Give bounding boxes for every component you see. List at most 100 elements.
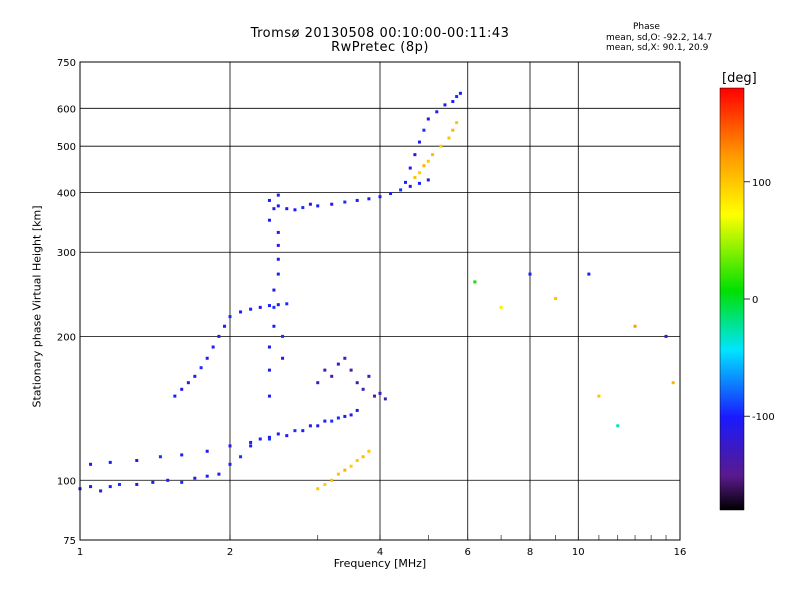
data-point: [367, 374, 371, 378]
data-point: [276, 257, 280, 261]
data-point: [285, 434, 289, 438]
data-point: [426, 159, 430, 163]
data-point: [349, 368, 353, 372]
data-point: [258, 437, 262, 441]
y-axis-label: Stationary phase Virtual Height [km]: [30, 205, 44, 408]
data-point: [343, 468, 347, 472]
data-point: [597, 394, 601, 398]
data-point: [330, 478, 334, 482]
x-tick-label: 16: [674, 547, 687, 558]
data-point: [417, 140, 421, 144]
data-point: [422, 164, 426, 168]
data-point: [403, 180, 407, 184]
data-point: [267, 198, 271, 202]
data-point: [417, 181, 421, 185]
data-point: [323, 368, 327, 372]
data-point: [249, 440, 253, 444]
data-point: [458, 91, 462, 95]
data-point: [228, 462, 232, 466]
phase-x-mode: mean, sd,X: 90.1, 20.9: [606, 43, 709, 53]
data-point: [267, 304, 271, 308]
y-tick-label: 600: [57, 104, 76, 115]
x-tick-label: 1: [77, 547, 83, 558]
chart-title: Tromsø 20130508 00:10:00-00:11:43: [250, 26, 510, 41]
data-point: [193, 374, 197, 378]
data-point: [267, 435, 271, 439]
y-axis-ticks: 75 100 200 300 400 500 600 750: [57, 58, 76, 547]
data-point: [285, 302, 289, 306]
data-point: [228, 444, 232, 448]
data-point: [272, 288, 276, 292]
data-point: [336, 362, 340, 366]
x-tick-label: 10: [572, 547, 585, 558]
data-point: [228, 315, 232, 319]
data-point: [355, 198, 359, 202]
data-point: [267, 394, 271, 398]
x-tick-label: 8: [527, 547, 533, 558]
data-point: [343, 356, 347, 360]
data-point: [272, 324, 276, 328]
data-point: [193, 476, 197, 480]
data-point: [276, 230, 280, 234]
data-point: [180, 453, 184, 457]
data-point: [276, 272, 280, 276]
data-point: [301, 429, 305, 433]
data-point: [108, 485, 112, 489]
data-point: [301, 206, 305, 210]
data-point: [355, 408, 359, 412]
data-point: [330, 374, 334, 378]
data-point: [408, 184, 412, 188]
data-point: [249, 307, 253, 311]
y-tick-label: 200: [57, 332, 76, 343]
y-tick-label: 400: [57, 188, 76, 199]
data-point: [276, 432, 280, 436]
data-point: [239, 455, 243, 459]
data-point: [355, 381, 359, 385]
data-point: [417, 171, 421, 175]
data-point: [399, 188, 403, 192]
data-point: [99, 489, 103, 493]
data-point: [367, 197, 371, 201]
data-point: [239, 310, 243, 314]
y-tick-label: 75: [63, 536, 76, 547]
data-point: [272, 207, 276, 211]
data-point: [383, 397, 387, 401]
data-point: [89, 485, 93, 489]
data-point: [355, 458, 359, 462]
data-point: [323, 419, 327, 423]
data-point: [528, 272, 532, 276]
colorbar-ticks: 100 0 -100: [744, 178, 775, 423]
data-point: [633, 324, 637, 328]
data-point: [316, 381, 320, 385]
data-point: [316, 487, 320, 491]
phase-heading: Phase: [633, 22, 660, 32]
data-points: [78, 91, 675, 493]
data-point: [343, 414, 347, 418]
data-point: [361, 387, 365, 391]
data-point: [323, 482, 327, 486]
x-axis-label: Frequency [MHz]: [333, 557, 427, 570]
data-point: [267, 437, 271, 441]
data-point: [293, 429, 297, 433]
data-point: [285, 207, 289, 211]
data-point: [199, 366, 203, 370]
data-point: [431, 153, 435, 157]
colorbar-tick-label: 100: [752, 178, 771, 189]
data-point: [281, 334, 285, 338]
data-point: [308, 424, 312, 428]
data-point: [217, 334, 221, 338]
data-point: [316, 424, 320, 428]
data-point: [447, 136, 451, 140]
data-point: [499, 305, 503, 309]
data-point: [173, 394, 177, 398]
data-point: [671, 381, 675, 385]
chart-subtitle: RwPretec (8p): [331, 40, 429, 55]
data-point: [451, 128, 455, 132]
data-point: [455, 95, 459, 99]
colorbar-tick-label: -100: [752, 412, 775, 423]
data-point: [267, 218, 271, 222]
y-tick-label: 750: [57, 58, 76, 69]
data-point: [205, 474, 209, 478]
data-point: [413, 153, 417, 157]
